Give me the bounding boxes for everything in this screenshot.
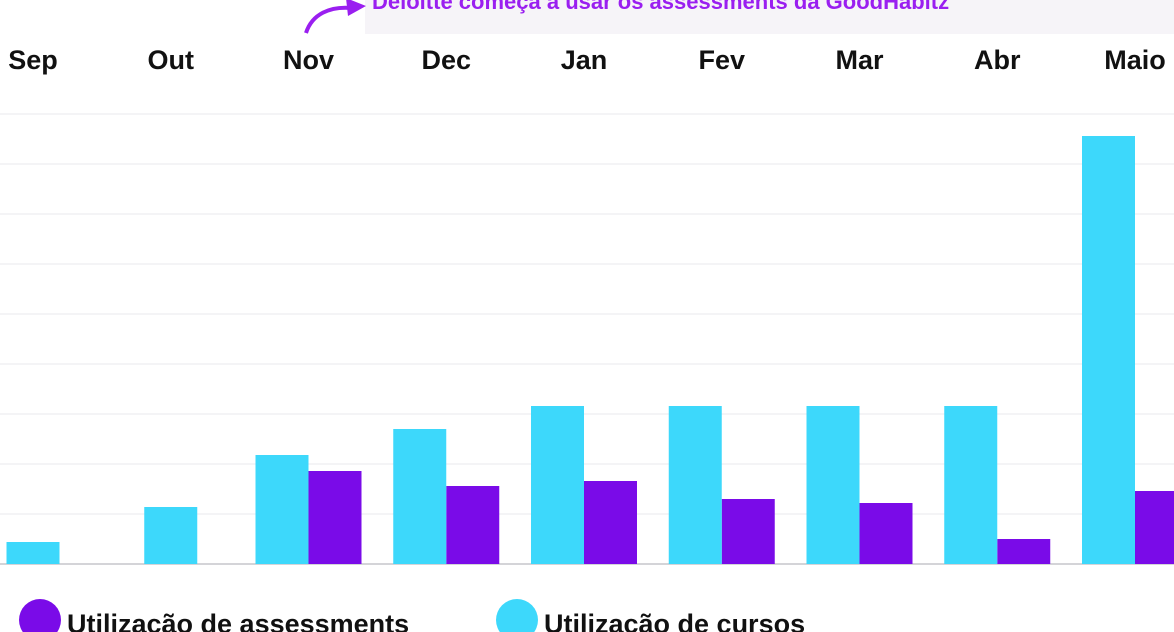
x-tick-label: Fev — [698, 45, 745, 75]
legend-label: Utilização de cursos — [544, 609, 805, 632]
x-tick-label: Mar — [835, 45, 884, 75]
annotation-arrow — [304, 5, 353, 34]
bar — [944, 406, 998, 564]
x-tick-label: Abr — [974, 45, 1021, 75]
bar — [308, 471, 362, 564]
legend-label: Utilização de assessments — [67, 609, 409, 632]
bar — [531, 406, 584, 564]
x-tick-label: Out — [148, 45, 195, 75]
bar — [446, 486, 500, 564]
bar — [806, 406, 860, 564]
legend-swatch — [496, 599, 538, 632]
bar — [6, 542, 60, 564]
annotation-box — [365, 0, 1174, 34]
annotation-arrowhead — [346, 0, 366, 16]
x-tick-label: Maio — [1104, 45, 1166, 75]
bar — [997, 539, 1051, 564]
plot: Sep Out Nov Dec Jan Fev Mar Abr Maio Utilização d… — [0, 45, 1174, 632]
bar — [668, 406, 722, 564]
bar — [144, 507, 198, 564]
bar — [255, 455, 309, 564]
bar — [859, 503, 913, 564]
legend-swatch — [19, 599, 61, 632]
annotation: Deloitte começa a usar os assessments da… — [372, 0, 949, 14]
bar — [584, 481, 637, 564]
bar — [1135, 491, 1174, 564]
x-tick-label: Sep — [8, 45, 58, 75]
bar — [721, 499, 775, 564]
x-tick-label: Dec — [421, 45, 471, 75]
x-tick-label: Nov — [283, 45, 334, 75]
x-tick-label: Jan — [561, 45, 608, 75]
bar — [393, 429, 447, 564]
bar — [1082, 136, 1135, 564]
